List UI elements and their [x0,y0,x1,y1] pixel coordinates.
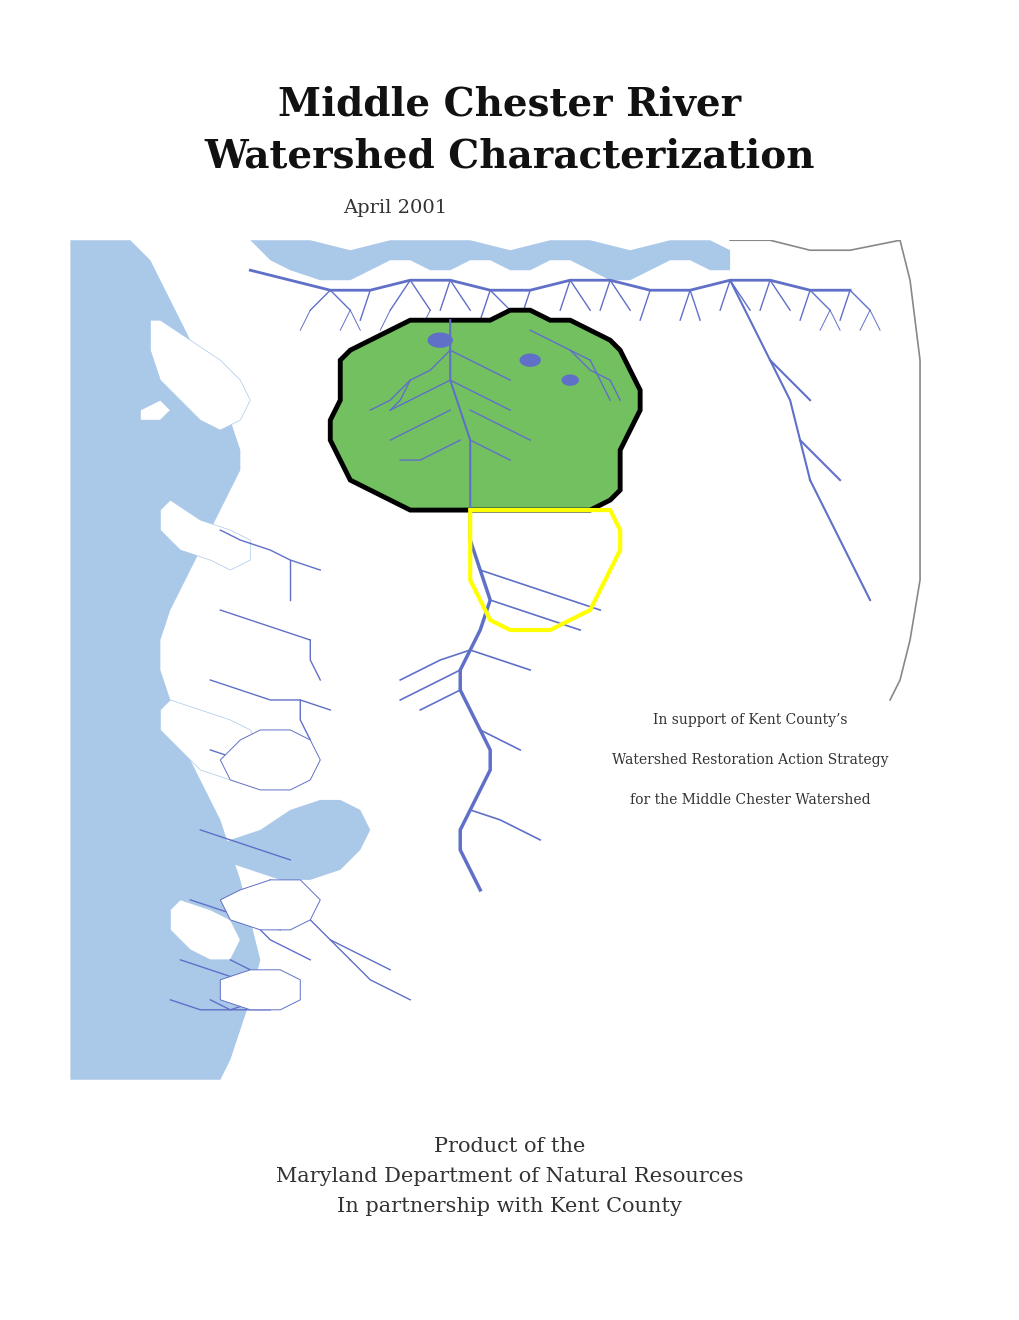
Polygon shape [250,240,730,280]
Polygon shape [70,240,260,1080]
Text: April 2001: April 2001 [342,199,446,216]
Text: Watershed Characterization: Watershed Characterization [205,139,814,176]
Polygon shape [160,500,250,570]
Polygon shape [330,310,640,510]
Polygon shape [428,333,451,347]
Text: Maryland Department of Natural Resources: Maryland Department of Natural Resources [276,1167,743,1187]
Polygon shape [210,800,370,880]
Polygon shape [160,700,260,780]
Polygon shape [141,400,170,420]
Polygon shape [220,880,320,929]
Polygon shape [220,970,300,1010]
Polygon shape [220,730,320,789]
Text: In support of Kent County’s: In support of Kent County’s [652,713,847,727]
Text: for the Middle Chester Watershed: for the Middle Chester Watershed [629,793,869,807]
Polygon shape [561,375,578,385]
Polygon shape [170,900,240,960]
Text: Watershed Restoration Action Strategy: Watershed Restoration Action Strategy [611,752,888,767]
Text: Product of the: Product of the [434,1138,585,1156]
Polygon shape [150,321,250,430]
Text: In partnership with Kent County: In partnership with Kent County [337,1197,682,1217]
Polygon shape [520,354,540,366]
Text: Middle Chester River: Middle Chester River [278,86,741,124]
